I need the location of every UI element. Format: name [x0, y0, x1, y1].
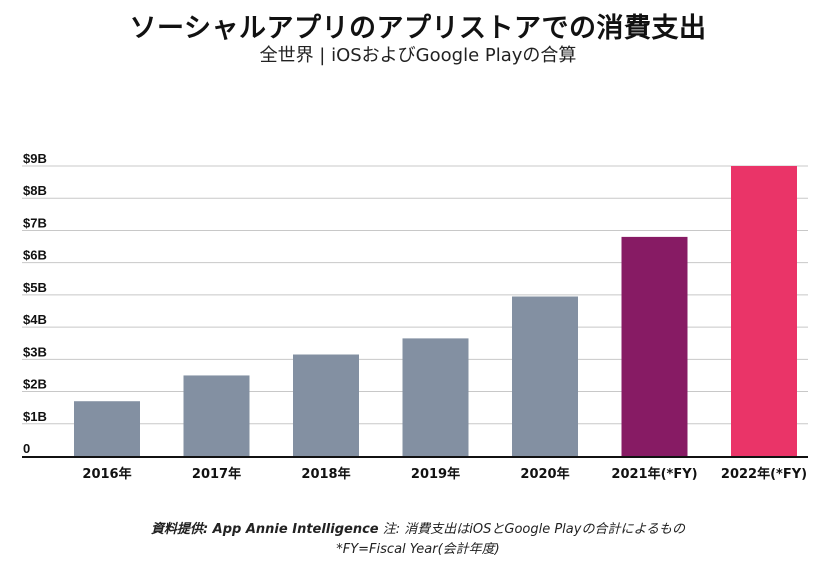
y-tick-label: $3B: [23, 344, 47, 359]
chart-title: ソーシャルアプリのアプリストアでの消費支出: [129, 13, 707, 44]
y-tick-label: $7B: [23, 215, 47, 230]
y-tick-label: $2B: [23, 377, 47, 392]
x-tick-label: 2018年: [301, 466, 350, 482]
y-tick-label: $1B: [23, 409, 47, 424]
x-tick-label: 2017年: [192, 466, 241, 482]
footer-source: 資料提供: App Annie Intelligence 注: 消費支出はiOS…: [0, 518, 836, 537]
bar: [512, 296, 578, 456]
y-tick-label: $9B: [23, 151, 47, 166]
bar: [731, 166, 797, 456]
source-label: 資料提供: App Annie Intelligence: [150, 522, 379, 537]
y-tick-label: $4B: [23, 312, 47, 327]
y-tick-label: 0: [23, 441, 30, 456]
y-tick-label: $5B: [23, 280, 47, 295]
y-tick-label: $8B: [23, 183, 47, 198]
bar: [402, 338, 469, 456]
x-tick-label: 2022年(*FY): [721, 466, 807, 482]
bar: [74, 401, 140, 456]
footer-fy-note: *FY=Fiscal Year(会計年度): [336, 542, 500, 557]
x-tick-label: 2016年: [82, 466, 131, 482]
chart-subtitle: 全世界 | iOSおよびGoogle Playの合算: [259, 45, 577, 66]
x-tick-label: 2020年: [520, 466, 569, 482]
x-tick-label: 2021年(*FY): [611, 466, 697, 482]
bar: [621, 236, 688, 456]
source-note: 注: 消費支出はiOSとGoogle Playの合計によるもの: [378, 522, 686, 537]
x-tick-label: 2019年: [411, 466, 460, 482]
bar: [183, 375, 250, 456]
bar-chart: 0 $1B $2B $3B $4B $5B $6B $7B $8B $9B 2016年 2017年 20…: [22, 151, 808, 482]
y-tick-label: $6B: [23, 248, 47, 263]
bar: [293, 354, 359, 456]
